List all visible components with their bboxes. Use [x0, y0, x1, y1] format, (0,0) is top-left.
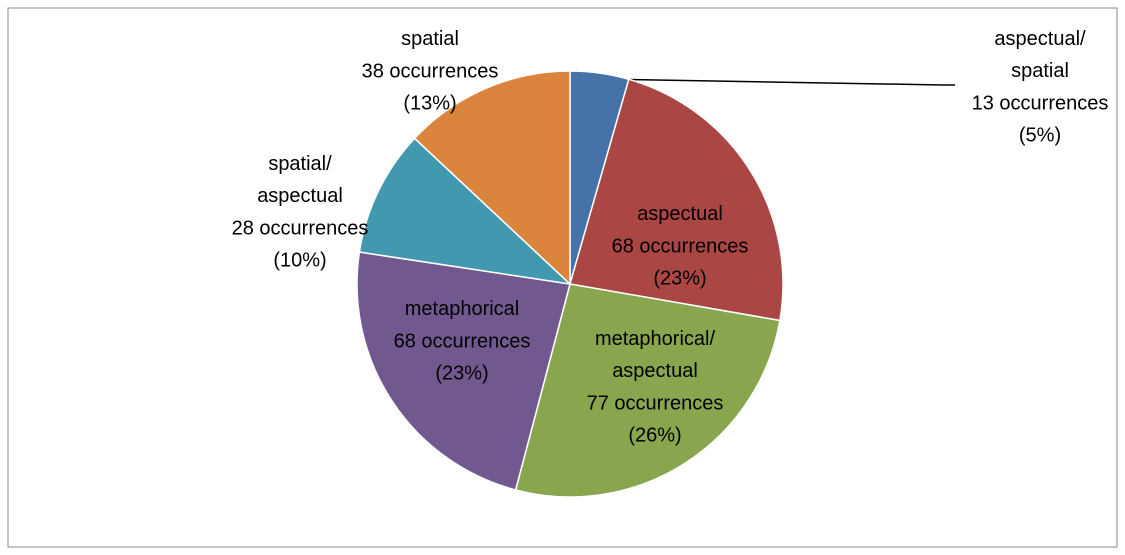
data-label-category: spatial/aspectual	[257, 153, 343, 207]
data-label-category: spatial	[401, 28, 459, 50]
data-label-value: 13 occurrences	[972, 92, 1109, 114]
data-label-category: aspectual	[637, 203, 723, 225]
data-label-category: metaphorical	[405, 298, 520, 320]
data-label-value: 38 occurrences	[362, 60, 499, 82]
data-label-percent: (23%)	[435, 362, 488, 384]
data-label-value: 68 occurrences	[612, 235, 749, 257]
data-label-category: metaphorical/aspectual	[595, 328, 716, 382]
data-label-percent: (26%)	[628, 424, 681, 446]
data-label-value: 28 occurrences	[232, 217, 369, 239]
data-label-percent: (13%)	[403, 92, 456, 114]
data-label-category: aspectual/spatial	[994, 28, 1086, 82]
pie-slice	[356, 251, 571, 491]
data-label-percent: (23%)	[653, 267, 706, 289]
pie-slice	[413, 70, 571, 286]
leader-line	[599, 78, 955, 86]
data-label-percent: (10%)	[273, 249, 326, 271]
data-label-value: 77 occurrences	[587, 392, 724, 414]
data-label-percent: (5%)	[1019, 124, 1061, 146]
pie-slice	[358, 137, 573, 286]
pie-slice	[514, 283, 781, 498]
data-label-value: 68 occurrences	[394, 330, 531, 352]
pie-slice	[569, 78, 784, 322]
